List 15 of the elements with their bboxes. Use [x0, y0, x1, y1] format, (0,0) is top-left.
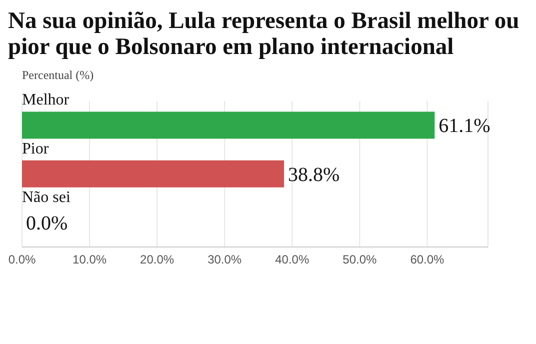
y-tick-label: Melhor — [22, 92, 70, 109]
x-tick-label: 10.0% — [72, 252, 107, 267]
x-tick-label: 30.0% — [208, 252, 242, 267]
x-tick-label: 50.0% — [342, 252, 378, 267]
x-tick-label: 20.0% — [140, 252, 174, 267]
x-tick-label: 60.0% — [410, 252, 445, 267]
x-axis-title: Percentual (%) — [22, 68, 95, 83]
x-tick-label: 40.0% — [275, 252, 310, 267]
chart-title: Na sua opinião, Lula representa o Brasil melhor ou pior que o Bolsonaro em plano internacional — [8, 8, 520, 60]
x-tick-label: 0.0% — [8, 252, 36, 267]
data-label: 0.0% — [26, 212, 68, 235]
y-tick-label: Não sei — [22, 189, 71, 206]
y-tick-label: Pior — [22, 140, 50, 158]
data-label: 38.8% — [288, 164, 340, 186]
data-label: 61.1% — [438, 115, 490, 138]
